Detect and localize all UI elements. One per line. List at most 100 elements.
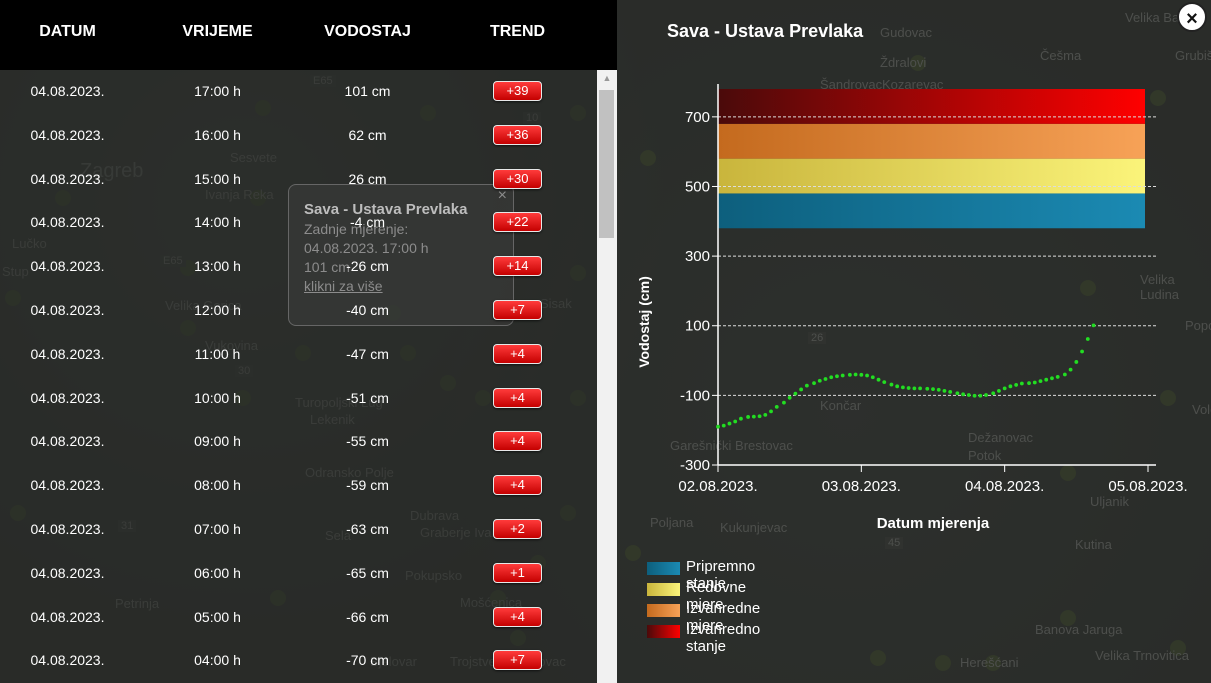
legend-label: Izvanredne mjere xyxy=(686,600,761,634)
table-body[interactable]: 04.08.2023. 17:00 h 101 cm +39 04.08.2023. 16… xyxy=(0,70,597,683)
row-date: 04.08.2023. xyxy=(30,214,105,231)
row-time: 17:00 h xyxy=(194,83,241,99)
table-row: 04.08.2023. 12:00 h -40 cm +7 xyxy=(0,289,597,333)
measurements-table-panel: DATUM VRIJEME VODOSTAJ TREND × Sava - Us… xyxy=(0,0,617,683)
row-date: 04.08.2023. xyxy=(30,345,105,362)
popup-level: 101 cm xyxy=(304,259,350,275)
row-date: 04.08.2023. xyxy=(30,389,105,406)
row-time: 12:00 h xyxy=(194,302,241,318)
table-row: 04.08.2023. 13:00 h -26 cm +14 xyxy=(0,245,597,289)
trend-badge: +4 xyxy=(493,343,542,364)
x-tick-label: 05.08.2023. xyxy=(1108,478,1187,495)
series-point xyxy=(733,419,738,424)
series-point xyxy=(812,381,816,386)
row-level: -47 cm xyxy=(346,345,389,362)
row-level: 62 cm xyxy=(348,126,387,143)
series-point xyxy=(882,380,887,385)
scroll-thumb[interactable] xyxy=(599,90,614,238)
series-point xyxy=(1019,381,1024,386)
series-point xyxy=(997,388,1001,393)
series-point xyxy=(746,415,750,419)
y-tick-label: 700 xyxy=(685,109,710,126)
series-point xyxy=(829,375,834,380)
series-point xyxy=(978,393,983,398)
popup-close-icon[interactable]: × xyxy=(497,187,507,204)
series-point xyxy=(782,400,786,405)
header-time: VRIJEME xyxy=(182,23,253,40)
x-tick-label: 03.08.2023. xyxy=(822,478,901,495)
legend-label: Pripremno stanje xyxy=(686,558,756,592)
legend-swatch xyxy=(647,562,680,575)
series-point xyxy=(716,424,720,429)
table-row: 04.08.2023. 06:00 h -65 cm +1 xyxy=(0,552,597,596)
series-point xyxy=(793,391,798,396)
row-date: 04.08.2023. xyxy=(30,608,105,625)
row-time: 13:00 h xyxy=(194,258,241,275)
series-point xyxy=(1027,381,1031,386)
series-point xyxy=(757,414,762,419)
table-row: 04.08.2023. 07:00 h -63 cm +2 xyxy=(0,508,597,552)
series-point xyxy=(1044,377,1049,382)
series-point xyxy=(1008,384,1013,389)
table-row: 04.08.2023. 15:00 h 26 cm +30 xyxy=(0,158,597,202)
row-level: -66 cm xyxy=(346,608,389,625)
series-point xyxy=(1032,380,1037,385)
table-scrollbar[interactable]: ▲ xyxy=(597,70,617,683)
row-level: -26 cm xyxy=(346,258,389,275)
row-level: -40 cm xyxy=(346,302,389,318)
series-point xyxy=(835,374,839,379)
header-trend: TREND xyxy=(489,23,546,40)
table-row: 04.08.2023. 09:00 h -55 cm +4 xyxy=(0,420,597,464)
row-time: 07:00 h xyxy=(194,521,241,537)
legend-swatch xyxy=(647,625,680,638)
series-point xyxy=(853,372,858,377)
series-point xyxy=(912,386,917,391)
trend-badge: +22 xyxy=(493,212,542,233)
row-date: 04.08.2023. xyxy=(30,433,105,450)
header-date: DATUM xyxy=(39,23,96,40)
series-point xyxy=(895,384,900,389)
series-point xyxy=(942,388,947,393)
trend-badge: +1 xyxy=(493,562,542,583)
series-point xyxy=(1002,386,1007,391)
series-point xyxy=(1080,349,1084,354)
series-point xyxy=(876,377,881,382)
close-button[interactable]: × xyxy=(1177,2,1207,32)
y-tick-label: 100 xyxy=(685,318,710,335)
row-time: 10:00 h xyxy=(194,389,241,406)
trend-badge: +39 xyxy=(493,81,542,101)
row-date: 04.08.2023. xyxy=(30,83,105,99)
row-time: 09:00 h xyxy=(194,433,241,450)
popup-more-link[interactable]: klikni za više xyxy=(304,278,383,294)
series-point xyxy=(1068,367,1073,372)
legend-label: Redovne mjere xyxy=(686,579,747,613)
table-row: 04.08.2023. 05:00 h -66 cm +4 xyxy=(0,596,597,640)
row-level: -59 cm xyxy=(346,477,389,494)
row-date: 04.08.2023. xyxy=(30,521,105,537)
trend-badge: +4 xyxy=(493,606,542,627)
series-point xyxy=(751,414,756,419)
trend-badge: +30 xyxy=(493,168,542,189)
band-izvanredne-mjere xyxy=(718,123,1145,159)
chart-title: Sava - Ustava Prevlaka xyxy=(667,21,864,41)
row-date: 04.08.2023. xyxy=(30,652,105,669)
series-point xyxy=(840,373,845,378)
series-point xyxy=(799,387,804,392)
row-time: 05:00 h xyxy=(194,608,241,625)
trend-badge: +14 xyxy=(493,256,542,277)
y-axis-label: Vodostaj (cm) xyxy=(636,276,652,368)
trend-badge: +7 xyxy=(493,650,542,671)
y-tick-label: 500 xyxy=(685,178,710,195)
series-point xyxy=(769,409,773,414)
row-time: 04:00 h xyxy=(194,652,241,669)
row-time: 16:00 h xyxy=(194,126,241,143)
series-point xyxy=(1085,337,1090,341)
scroll-up-arrow-icon[interactable]: ▲ xyxy=(602,73,612,83)
series-point xyxy=(865,373,869,378)
x-tick-label: 02.08.2023. xyxy=(678,478,757,495)
series-point xyxy=(889,382,894,387)
y-tick-label: 300 xyxy=(685,248,710,265)
series-point xyxy=(948,389,953,394)
trend-badge: +4 xyxy=(493,387,542,408)
popup-title: Sava - Ustava Prevlaka xyxy=(304,201,468,218)
